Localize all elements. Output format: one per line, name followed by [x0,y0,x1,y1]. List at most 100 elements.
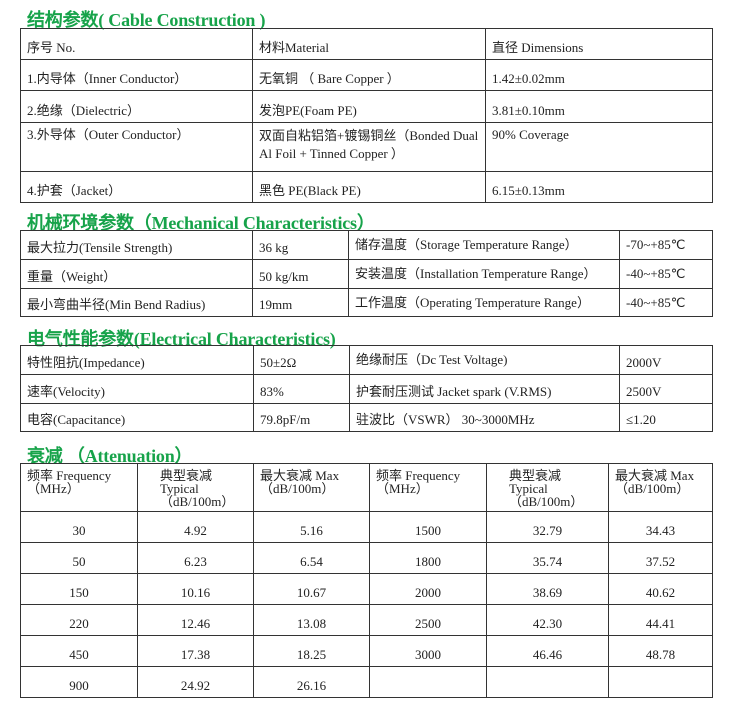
cell: 无氧铜 （ Bare Copper ） [252,59,486,91]
cell: 32.79 [486,511,609,543]
cell: 6.15±0.13mm [485,171,713,203]
table-row: 50 6.23 6.54 1800 35.74 37.52 [20,542,713,574]
cell: 37.52 [608,542,713,574]
attenuation-table: 频率 Frequency （MHz） 典型衰减 Typical （dB/100m） 最大衰… [20,463,713,698]
electrical-table: 特性阻抗(Impedance) 50±2Ω 绝缘耐压（Dc Test Volta… [20,345,713,432]
cell: 1.内导体（Inner Conductor） [20,59,253,91]
cell: ≤1.20 [619,403,713,432]
cell: 2500V [619,374,713,404]
construction-table: 序号 No. 材料Material 直径 Dimensions 1.内导体（In… [20,28,713,203]
table-row: 1.内导体（Inner Conductor） 无氧铜 （ Bare Copper… [20,59,713,91]
cell: 10.16 [137,573,254,605]
cell: 安装温度（Installation Temperature Range） [348,259,620,289]
cell: 6.23 [137,542,254,574]
header-line: （dB/100m） [615,481,690,496]
cell: 13.08 [253,604,370,636]
cell: 450 [20,635,138,667]
cell: 19mm [252,288,349,317]
cell: 绝缘耐压（Dc Test Voltage) [349,345,620,375]
header-cell: 材料Material [252,28,486,60]
cell: 工作温度（Operating Temperature Range） [348,288,620,317]
header-line: 最大衰减 Max [615,468,695,483]
table-header-row: 序号 No. 材料Material 直径 Dimensions [20,28,713,60]
cell [369,666,487,698]
cell: 速率(Velocity) [20,374,254,404]
cell: 4.护套（Jacket） [20,171,253,203]
header-line: 典型衰减 [160,468,213,483]
cell: 3000 [369,635,487,667]
cell: 2.绝缘（Dielectric） [20,90,253,123]
cell: 储存温度（Storage Temperature Range） [348,230,620,260]
header-line: （MHz） [376,481,429,496]
header-cell: 典型衰减 Typical （dB/100m） [137,463,254,512]
cell: -70~+85℃ [619,230,713,260]
cell: 44.41 [608,604,713,636]
cell: 3.81±0.10mm [485,90,713,123]
mechanical-title: 机械环境参数（Mechanical Characteristics） [27,213,375,233]
cell: 34.43 [608,511,713,543]
cell: 50±2Ω [253,345,350,375]
cell: 150 [20,573,138,605]
cell: 最小弯曲半径(Min Bend Radius) [20,288,253,317]
header-line: 最大衰减 Max [260,468,340,483]
cell: 3.外导体（Outer Conductor） [20,122,253,172]
cell: 50 kg/km [252,259,349,289]
cell: 1500 [369,511,487,543]
table-row: 900 24.92 26.16 [20,666,713,698]
cell: 17.38 [137,635,254,667]
table-row: 速率(Velocity) 83% 护套耐压测试 Jacket spark (V.… [20,374,713,404]
cell: 5.16 [253,511,370,543]
table-row: 电容(Capacitance) 79.8pF/m 驻波比（VSWR） 30~30… [20,403,713,432]
header-line: Typical [160,481,199,496]
header-line: Typical [509,481,548,496]
cell: 26.16 [253,666,370,698]
cell: 2000V [619,345,713,375]
cell: -40~+85℃ [619,259,713,289]
cell: 重量（Weight） [20,259,253,289]
cell: 驻波比（VSWR） 30~3000MHz [349,403,620,432]
construction-title: 结构参数( Cable Construction ) [27,10,266,30]
table-row: 450 17.38 18.25 3000 46.46 48.78 [20,635,713,667]
header-cell: 最大衰减 Max （dB/100m） [253,463,370,512]
header-cell: 频率 Frequency （MHz） [20,463,138,512]
table-row: 重量（Weight） 50 kg/km 安装温度（Installation Te… [20,259,713,289]
cell: 24.92 [137,666,254,698]
cell: 90% Coverage [485,122,713,172]
attenuation-title: 衰减 （Attenuation） [27,446,193,466]
table-row: 2.绝缘（Dielectric） 发泡PE(Foam PE) 3.81±0.10… [20,90,713,123]
mechanical-table: 最大拉力(Tensile Strength) 36 kg 储存温度（Storag… [20,230,713,317]
electrical-title: 电气性能参数(Electrical Characteristics) [27,329,336,349]
cell: 2500 [369,604,487,636]
table-row: 150 10.16 10.67 2000 38.69 40.62 [20,573,713,605]
cell: 35.74 [486,542,609,574]
header-cell: 典型衰减 Typical （dB/100m） [486,463,609,512]
cell: 48.78 [608,635,713,667]
header-line: （dB/100m） [160,494,235,509]
cell: -40~+85℃ [619,288,713,317]
cell: 38.69 [486,573,609,605]
table-header-row: 频率 Frequency （MHz） 典型衰减 Typical （dB/100m） 最大衰… [20,463,713,512]
header-cell: 序号 No. [20,28,253,60]
cell: 40.62 [608,573,713,605]
cell: 83% [253,374,350,404]
table-row: 最大拉力(Tensile Strength) 36 kg 储存温度（Storag… [20,230,713,260]
header-line: 频率 Frequency [376,468,461,483]
cell: 护套耐压测试 Jacket spark (V.RMS) [349,374,620,404]
header-line: （dB/100m） [509,494,584,509]
table-row: 3.外导体（Outer Conductor） 双面自粘铝箔+镀锡铜丝（Bonde… [20,122,713,172]
header-cell: 直径 Dimensions [485,28,713,60]
cell: 4.92 [137,511,254,543]
table-row: 特性阻抗(Impedance) 50±2Ω 绝缘耐压（Dc Test Volta… [20,345,713,375]
table-row: 4.护套（Jacket） 黑色 PE(Black PE) 6.15±0.13mm [20,171,713,203]
header-line: （MHz） [27,481,80,496]
table-row: 220 12.46 13.08 2500 42.30 44.41 [20,604,713,636]
cell: 6.54 [253,542,370,574]
cell: 10.67 [253,573,370,605]
cell [608,666,713,698]
cell: 1800 [369,542,487,574]
cell: 黑色 PE(Black PE) [252,171,486,203]
cell: 42.30 [486,604,609,636]
cell: 最大拉力(Tensile Strength) [20,230,253,260]
header-line: 典型衰减 [509,468,562,483]
cell: 1.42±0.02mm [485,59,713,91]
